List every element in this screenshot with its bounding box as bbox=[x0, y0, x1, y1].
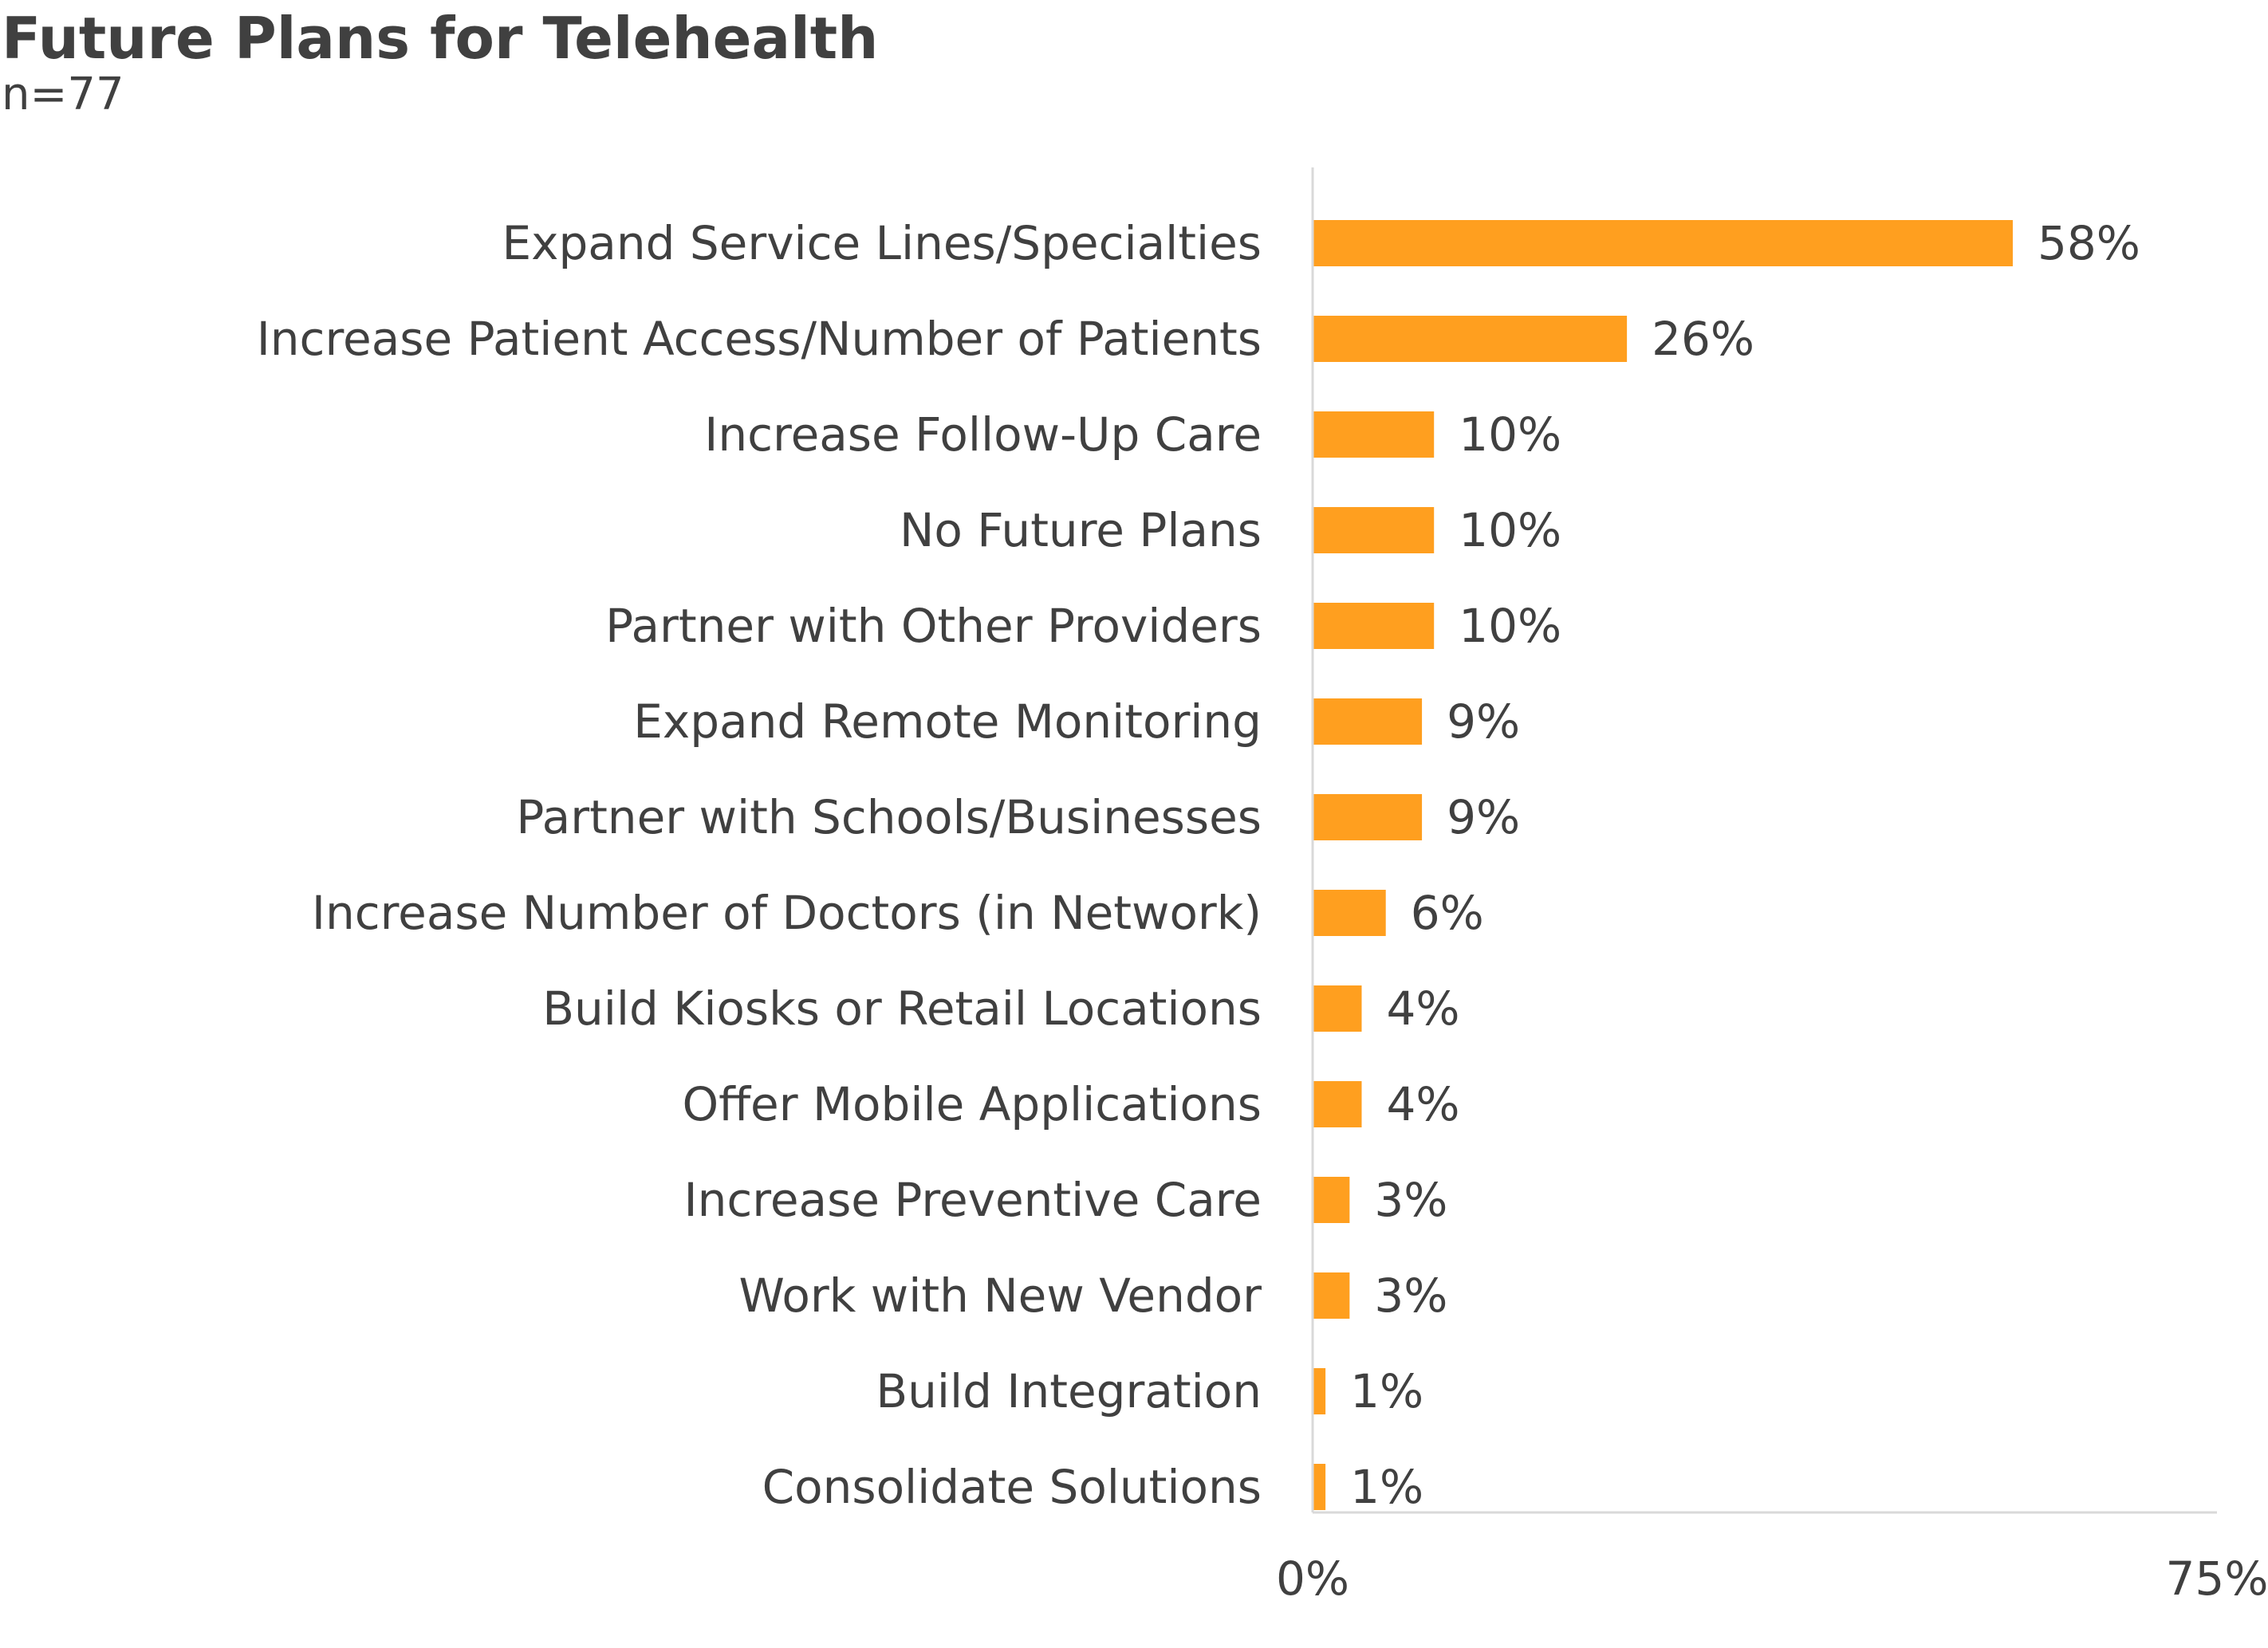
data-label: 4% bbox=[1386, 981, 1459, 1036]
bar bbox=[1313, 890, 1386, 936]
data-label: 26% bbox=[1652, 312, 1754, 366]
category-label: Increase Number of Doctors (in Network) bbox=[312, 886, 1262, 940]
data-label: 1% bbox=[1350, 1364, 1423, 1418]
bar bbox=[1313, 985, 1362, 1032]
category-label: Expand Remote Monitoring bbox=[633, 694, 1262, 749]
bar bbox=[1313, 698, 1423, 745]
data-label: 9% bbox=[1447, 694, 1520, 749]
bar bbox=[1313, 1272, 1350, 1319]
bar bbox=[1313, 603, 1435, 649]
data-label: 9% bbox=[1447, 790, 1520, 844]
category-label: Offer Mobile Applications bbox=[682, 1077, 1262, 1131]
category-label: Increase Follow-Up Care bbox=[704, 407, 1262, 462]
bar bbox=[1313, 1081, 1362, 1127]
category-label: Build Integration bbox=[876, 1364, 1262, 1418]
category-label: Expand Service Lines/Specialties bbox=[502, 216, 1262, 270]
bar bbox=[1313, 1368, 1326, 1414]
bar bbox=[1313, 1464, 1326, 1510]
bar bbox=[1313, 411, 1435, 458]
category-label: Partner with Schools/Businesses bbox=[516, 790, 1262, 844]
bar bbox=[1313, 794, 1423, 840]
bar bbox=[1313, 507, 1435, 553]
x-tick-labels: 0% 75% bbox=[1276, 1552, 2268, 1606]
category-label: No Future Plans bbox=[900, 503, 1262, 557]
category-label: Work with New Vendor bbox=[738, 1268, 1262, 1323]
data-label: 3% bbox=[1374, 1173, 1447, 1227]
chart-title: Future Plans for Telehealth bbox=[2, 5, 879, 72]
data-label: 10% bbox=[1459, 407, 1561, 462]
category-label: Increase Patient Access/Number of Patien… bbox=[257, 312, 1262, 366]
data-label: 3% bbox=[1374, 1268, 1447, 1323]
bar bbox=[1313, 1177, 1350, 1223]
data-label: 1% bbox=[1350, 1460, 1423, 1514]
x-tick-label: 0% bbox=[1276, 1552, 1349, 1606]
data-label: 10% bbox=[1459, 599, 1561, 653]
bar bbox=[1313, 220, 2013, 266]
data-label: 10% bbox=[1459, 503, 1561, 557]
data-label: 4% bbox=[1386, 1077, 1459, 1131]
chart-subtitle: n=77 bbox=[2, 69, 124, 120]
category-label: Build Kiosks or Retail Locations bbox=[542, 981, 1262, 1036]
x-tick-label: 75% bbox=[2166, 1552, 2268, 1606]
category-label: Partner with Other Providers bbox=[605, 599, 1262, 653]
category-label: Consolidate Solutions bbox=[762, 1460, 1262, 1514]
category-label: Increase Preventive Care bbox=[684, 1173, 1262, 1227]
bar bbox=[1313, 316, 1628, 362]
bars-group: Expand Service Lines/Specialties 58% Incre… bbox=[257, 216, 2140, 1514]
data-label: 58% bbox=[2038, 216, 2140, 270]
data-label: 6% bbox=[1411, 886, 1484, 940]
